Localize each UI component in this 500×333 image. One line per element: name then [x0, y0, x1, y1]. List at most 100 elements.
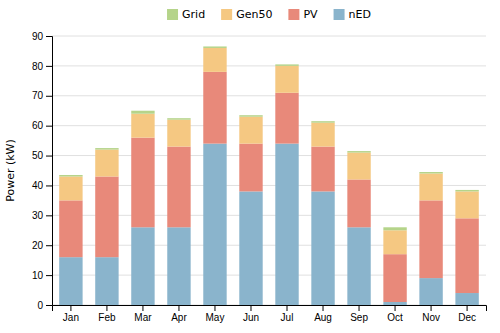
bar-segment: [419, 173, 442, 200]
legend-item: PV: [288, 8, 318, 21]
bar-segment: [347, 227, 370, 305]
bar-segment: [95, 148, 118, 149]
y-tick: 50: [32, 150, 52, 161]
bar-segment: [167, 120, 190, 147]
bar-segment: [203, 72, 226, 144]
bar-segment: [95, 150, 118, 177]
y-tick-mark: [46, 275, 52, 276]
y-tick-mark: [46, 185, 52, 186]
x-tick-mark: [106, 305, 107, 311]
bar-segment: [383, 230, 406, 254]
bar-segment: [131, 114, 154, 138]
legend-label: Gen50: [236, 8, 272, 21]
x-tick: Jun: [243, 305, 259, 323]
bar-segment: [95, 176, 118, 257]
x-tick-mark: [178, 305, 179, 311]
y-tick: 30: [32, 210, 52, 221]
bar-segment: [167, 118, 190, 119]
legend: Grid Gen50 PV nED: [167, 8, 371, 21]
x-tick-label: Jan: [63, 312, 79, 323]
x-tick-label: Apr: [171, 312, 187, 323]
legend-swatch: [167, 9, 178, 20]
x-tick: Mar: [134, 305, 152, 323]
y-tick-label: 80: [32, 61, 44, 72]
legend-item: Gen50: [221, 8, 272, 21]
y-tick: 80: [32, 61, 52, 72]
y-tick: 10: [32, 270, 52, 281]
y-tick-label: 30: [32, 210, 44, 221]
bar-segment: [95, 257, 118, 305]
bar-segment: [275, 93, 298, 144]
y-axis: 0102030405060708090: [32, 31, 53, 311]
y-axis-title: Power (kW): [4, 139, 17, 202]
y-tick-mark: [46, 305, 52, 306]
bar-segment: [275, 64, 298, 65]
bar-segment: [59, 257, 82, 305]
bar-segment: [311, 147, 334, 192]
y-tick-mark: [46, 215, 52, 216]
bar-segment: [239, 144, 262, 192]
bar-segment: [347, 153, 370, 180]
x-tick: Oct: [387, 305, 403, 323]
x-tick-mark: [287, 305, 288, 311]
x-tick-mark: [214, 305, 215, 311]
bars: [59, 46, 479, 305]
bar-segment: [275, 66, 298, 93]
bar-segment: [347, 179, 370, 227]
x-tick-label: Mar: [134, 312, 152, 323]
x-tick: Sep: [350, 305, 368, 323]
bar-segment: [167, 227, 190, 305]
x-tick-label: Dec: [458, 312, 476, 323]
bar-segment: [419, 200, 442, 278]
series: [59, 72, 479, 302]
x-tick: Nov: [422, 305, 440, 323]
y-tick-mark: [46, 245, 52, 246]
x-axis: Jan Feb Mar Apr May Jun Jul Aug Sep Oct Nov Dec: [53, 305, 487, 323]
bar-segment: [455, 218, 478, 293]
bar-segment: [311, 191, 334, 305]
y-tick-mark: [46, 66, 52, 67]
bar-segment: [59, 175, 82, 176]
legend-item: Grid: [167, 8, 205, 21]
bar-segment: [239, 191, 262, 305]
x-tick: May: [206, 305, 225, 323]
y-tick-label: 70: [32, 90, 44, 101]
legend-label: nED: [349, 8, 371, 21]
bar-segment: [455, 191, 478, 218]
grid-line: [52, 125, 486, 126]
x-tick-mark: [467, 305, 468, 311]
y-tick: 40: [32, 180, 52, 191]
x-tick: Jul: [281, 305, 294, 323]
y-tick-label: 40: [32, 180, 44, 191]
legend-swatch: [334, 9, 345, 20]
bar-segment: [131, 138, 154, 228]
x-tick-mark: [323, 305, 324, 311]
y-tick: 20: [32, 240, 52, 251]
y-axis-line: [46, 37, 53, 306]
bar-segment: [131, 227, 154, 305]
plot: 0102030405060708090JanFebMarAprMayJunJul…: [32, 31, 487, 323]
y-tick-mark: [46, 156, 52, 157]
y-tick-mark: [46, 96, 52, 97]
x-tick-mark: [431, 305, 432, 311]
y-tick: 0: [37, 300, 52, 311]
x-tick: Apr: [171, 305, 187, 323]
bar-segment: [347, 151, 370, 152]
x-tick-label: Jun: [243, 312, 259, 323]
grid-line: [52, 36, 486, 37]
x-tick: Aug: [314, 305, 332, 323]
x-tick-label: Nov: [422, 312, 440, 323]
legend-label: PV: [303, 8, 318, 21]
x-tick-mark: [70, 305, 71, 311]
bar-segment: [203, 46, 226, 47]
x-tick-label: Feb: [98, 312, 116, 323]
grid-line: [52, 65, 486, 66]
bar-segment: [419, 278, 442, 305]
series: [59, 48, 479, 254]
bar-segment: [275, 144, 298, 305]
chart: 0102030405060708090JanFebMarAprMayJunJul…: [0, 0, 500, 333]
legend-item: nED: [334, 8, 371, 21]
x-tick-label: Jul: [281, 312, 294, 323]
bar-segment: [239, 117, 262, 144]
bar-segment: [455, 190, 478, 191]
